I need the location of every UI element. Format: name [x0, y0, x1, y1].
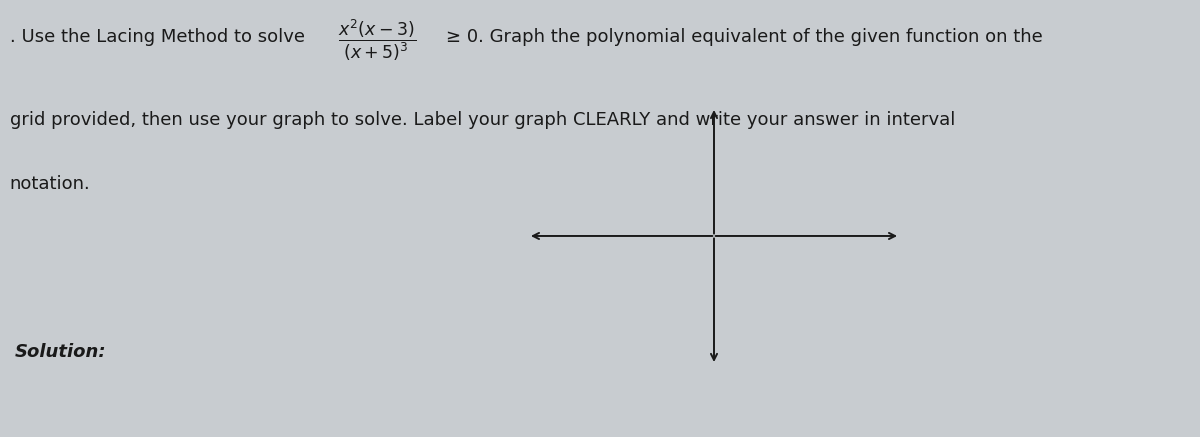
Text: $\dfrac{x^2(x-3)}{(x+5)^3}$: $\dfrac{x^2(x-3)}{(x+5)^3}$ [338, 17, 416, 63]
Text: ≥ 0. Graph the polynomial equivalent of the given function on the: ≥ 0. Graph the polynomial equivalent of … [446, 28, 1043, 46]
Text: Solution:: Solution: [14, 343, 106, 361]
Text: . Use the Lacing Method to solve: . Use the Lacing Method to solve [10, 28, 311, 46]
Text: notation.: notation. [10, 175, 90, 193]
Text: grid provided, then use your graph to solve. Label your graph CLEARLY and write : grid provided, then use your graph to so… [10, 111, 955, 129]
